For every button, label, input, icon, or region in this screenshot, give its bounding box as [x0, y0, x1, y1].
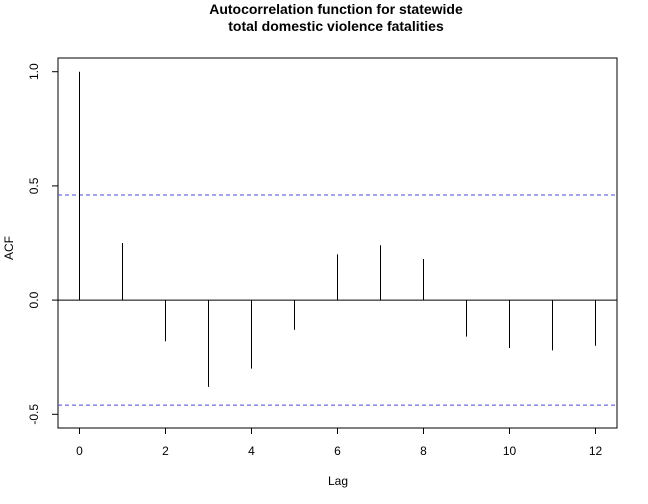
y-tick-label-1: 1.0 [27, 63, 41, 80]
x-tick-label-2: 2 [162, 444, 169, 458]
x-axis-label: Lag [328, 474, 348, 488]
x-tick-label-4: 4 [248, 444, 255, 458]
chart-title-line2: total domestic violence fatalities [228, 18, 444, 34]
y-axis-label: ACF [2, 236, 16, 260]
y-tick-label-0: 0.0 [27, 291, 41, 308]
y-tick-label-neg0_5: -0.5 [27, 404, 41, 425]
chart-title-line1: Autocorrelation function for statewide [209, 1, 463, 17]
x-tick-label-12: 12 [589, 444, 603, 458]
plot-frame [57, 57, 618, 429]
x-tick-label-8: 8 [420, 444, 427, 458]
plot-area: 0 2 4 6 8 10 12 -0.5 0.0 0.5 1.0 [27, 57, 618, 458]
x-tick-label-10: 10 [503, 444, 517, 458]
y-tick-label-0_5: 0.5 [27, 177, 41, 194]
x-tick-label-0: 0 [76, 444, 83, 458]
x-tick-label-6: 6 [334, 444, 341, 458]
